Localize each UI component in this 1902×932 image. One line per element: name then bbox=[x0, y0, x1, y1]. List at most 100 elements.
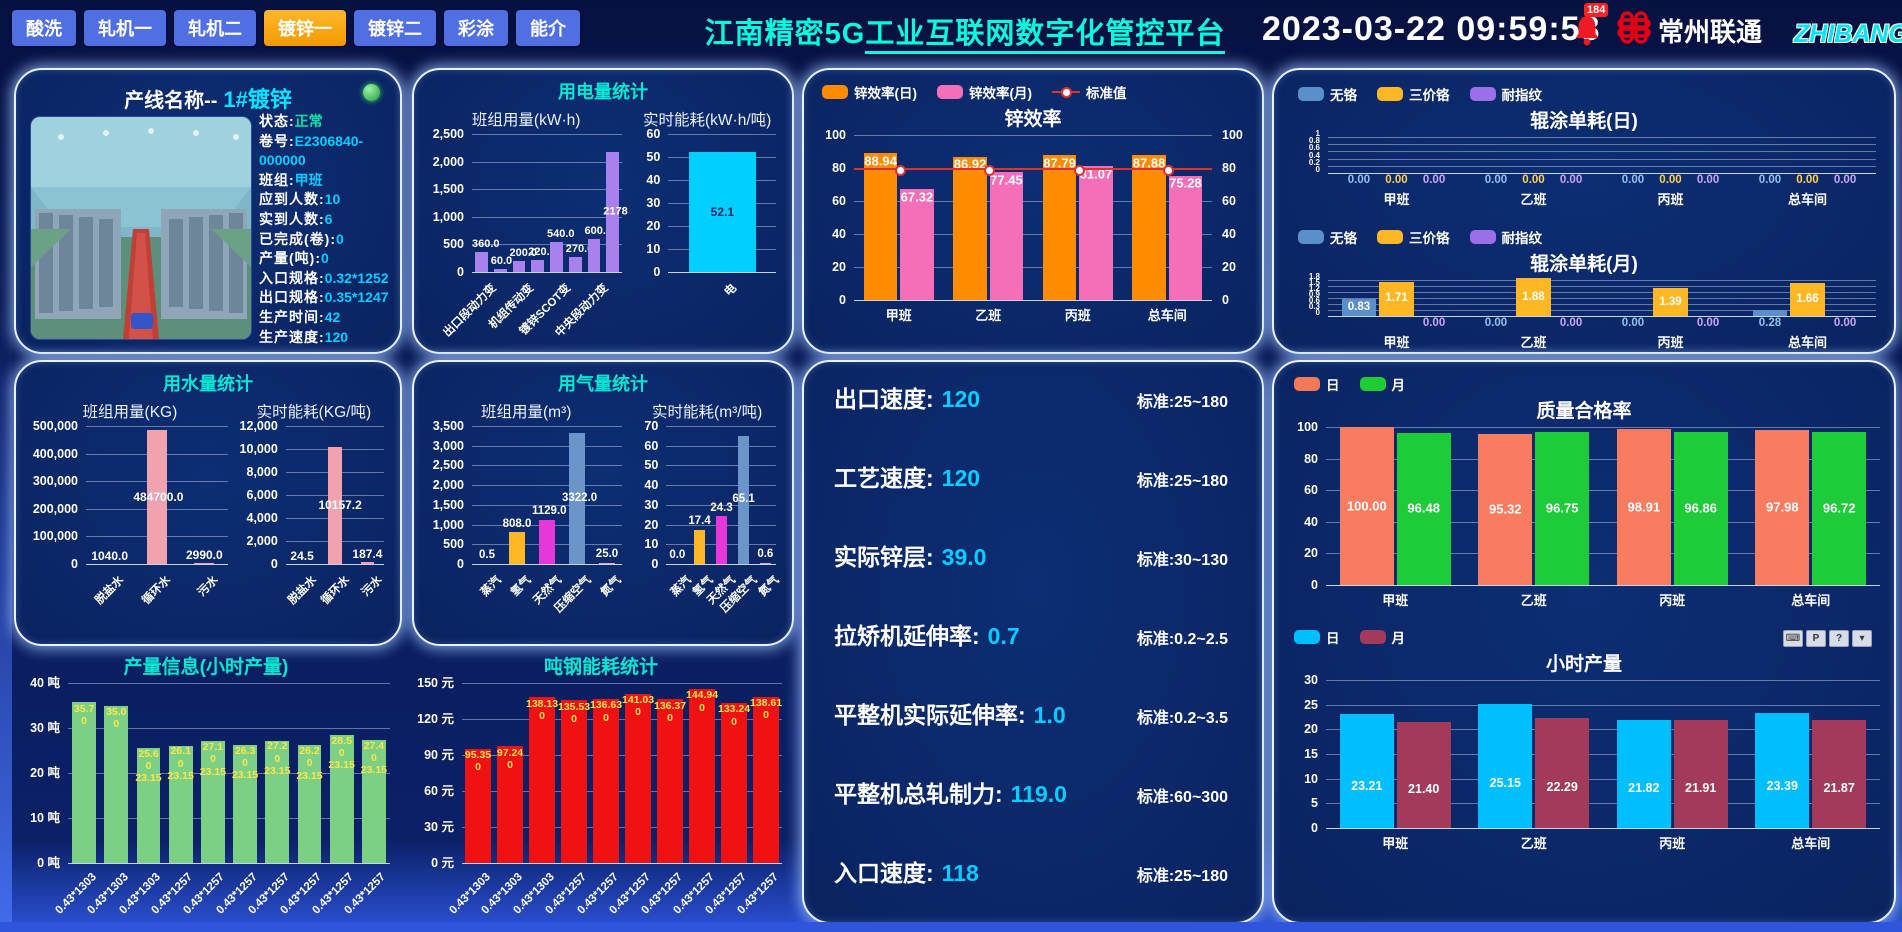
y-axis-tick: 1.8 bbox=[1308, 272, 1320, 281]
gridline bbox=[462, 719, 782, 720]
roller-coating-panel: 无铬 三价铬 耐指纹 辊涂单耗(日) 0.00 0.00 0.00 0.00 0.00 0.00 0… bbox=[1272, 68, 1896, 354]
gridline bbox=[1328, 298, 1876, 299]
plot-area: 1040.0 484700.0 2990.0 脱盐水 循环水 污水 500,000 400,0… bbox=[24, 419, 236, 626]
bar bbox=[656, 699, 684, 863]
legend-item[interactable]: 无铬 bbox=[1298, 227, 1357, 247]
info-value: 6 bbox=[324, 210, 333, 227]
legend-item[interactable]: 日 bbox=[1294, 627, 1340, 647]
info-row: 已完成(卷):0 bbox=[259, 230, 392, 250]
y-axis-tick: 0 bbox=[651, 557, 659, 571]
kpi-value: 39.0 bbox=[941, 544, 987, 570]
gridline bbox=[462, 683, 782, 684]
chart-subtitle: 班组用量(kW·h) bbox=[471, 112, 581, 129]
gridline bbox=[668, 272, 776, 273]
bar bbox=[989, 172, 1024, 300]
label-line: 0.28 bbox=[1758, 317, 1782, 329]
nav-tab-0[interactable]: 酸洗 bbox=[12, 10, 76, 46]
legend-item[interactable]: 日 bbox=[1294, 374, 1340, 394]
legend-item[interactable]: 耐指纹 bbox=[1469, 227, 1542, 247]
label-line: 0.0 bbox=[669, 549, 686, 562]
nav-tab-5[interactable]: 彩涂 bbox=[444, 10, 508, 46]
y-axis-tick: 30 吨 bbox=[30, 721, 60, 735]
water-realtime-chart: 实时能耗(KG/吨) 24.5 10157.2 187.4 脱盐水 循环水 污水 12,000… bbox=[236, 396, 392, 626]
nav-tab-2[interactable]: 轧机二 bbox=[174, 10, 256, 46]
legend-chip bbox=[822, 85, 848, 99]
standard-value-line bbox=[854, 168, 1212, 170]
kpi-row: 工艺速度: 120 标准:25~180 bbox=[834, 459, 1228, 493]
legend-item[interactable]: 标准值 bbox=[1052, 82, 1127, 102]
dropdown-arrows-icon[interactable]: ▾ bbox=[1852, 630, 1872, 647]
kpi-value: 1.0 bbox=[1033, 702, 1066, 728]
snapshot-icon[interactable]: P bbox=[1806, 630, 1826, 647]
gridline bbox=[1326, 754, 1880, 755]
bar bbox=[560, 700, 588, 863]
bar bbox=[327, 447, 342, 564]
gridline bbox=[1328, 137, 1876, 138]
label-line: 0.00 bbox=[1621, 174, 1645, 186]
nav-tab-6[interactable]: 能介 bbox=[516, 10, 580, 46]
keyboard-icon[interactable]: ⌨ bbox=[1783, 630, 1803, 647]
y-axis-tick: 10 bbox=[1304, 771, 1318, 786]
y-axis-tick: 1.2 bbox=[1308, 284, 1320, 293]
gridline bbox=[1326, 778, 1880, 780]
kpi-row: 平整机总轧制力: 119.0 标准:60~300 bbox=[834, 775, 1228, 809]
bar bbox=[200, 741, 225, 863]
gas-panel-title: 用气量统计 bbox=[558, 374, 648, 394]
gridline bbox=[1326, 828, 1880, 829]
bar-value-label: 17.4 bbox=[688, 515, 710, 529]
gridline bbox=[1328, 316, 1876, 317]
y-axis-tick-right: 20 bbox=[1222, 260, 1236, 274]
bar bbox=[1339, 713, 1394, 828]
legend-item[interactable]: 月 bbox=[1359, 374, 1405, 394]
y-axis-tick: 1 bbox=[1315, 129, 1320, 138]
legend-label: 标准值 bbox=[1086, 86, 1127, 101]
y-axis-tick: 10 bbox=[644, 537, 659, 552]
kpi-row: 出口速度: 120 标准:25~180 bbox=[834, 380, 1228, 414]
nav-tab-4[interactable]: 镀锌二 bbox=[354, 10, 436, 46]
gridline bbox=[854, 201, 1212, 202]
zinc-efficiency-chart: 锌效率(日) 锌效率(月) 标准值 锌效率 88.94 86.92 87.79 87.88 67… bbox=[804, 70, 1262, 323]
gridline bbox=[68, 863, 390, 864]
y-axis-tick: 0 bbox=[71, 557, 78, 571]
gridline bbox=[1328, 158, 1876, 160]
legend-item[interactable]: 耐指纹 bbox=[1469, 84, 1542, 104]
plot-area: 0.83 0.00 0.00 0.28 1.71 1.88 1.39 1.66 0.00 0.00… bbox=[1284, 273, 1884, 350]
legend-item[interactable]: 三价铬 bbox=[1377, 227, 1450, 247]
legend-item[interactable]: 月 bbox=[1359, 627, 1405, 647]
bar bbox=[863, 153, 898, 300]
bar bbox=[1341, 299, 1377, 316]
legend-item[interactable]: 无铬 bbox=[1298, 84, 1357, 104]
nav-tab-1[interactable]: 轧机一 bbox=[84, 10, 166, 46]
legend-item[interactable]: 三价铬 bbox=[1377, 84, 1450, 104]
chart-title: 产量信息(小时产量) bbox=[123, 657, 289, 678]
notification-bell[interactable]: 184 bbox=[1572, 3, 1609, 48]
y-axis-tick: 20 bbox=[1304, 546, 1318, 561]
y-axis-tick: 40 bbox=[646, 173, 661, 187]
y-axis-tick-right: 100 bbox=[1222, 128, 1243, 142]
legend-item[interactable]: 锌效率(日) bbox=[822, 82, 917, 102]
kpi-label: 平整机总轧制力: bbox=[834, 781, 1003, 807]
gridline bbox=[666, 426, 776, 427]
bar bbox=[1379, 281, 1414, 316]
y-axis-tick: 0 bbox=[270, 557, 278, 571]
kpi-label: 拉矫机延伸率: bbox=[834, 623, 980, 649]
help-icon[interactable]: ? bbox=[1829, 630, 1849, 647]
legend-chip bbox=[1359, 630, 1386, 644]
legend-item[interactable]: 锌效率(月) bbox=[937, 82, 1032, 102]
bar-value-label: 0.5 bbox=[472, 549, 502, 563]
y-axis-tick: 100 bbox=[825, 128, 846, 142]
label-line: 200.0 bbox=[509, 247, 538, 259]
bar-value-label: 0.00 bbox=[1331, 174, 1387, 188]
y-axis-tick: 0 bbox=[1315, 165, 1320, 174]
label-line: 0.00 bbox=[1559, 174, 1583, 186]
chart-title: 辊涂单耗(日) bbox=[1530, 111, 1638, 132]
bar bbox=[509, 532, 525, 564]
electricity-group-chart: 班组用量(kW·h) 360.0 60.0 200.0 220.0 540.0 270.0 6… bbox=[422, 104, 630, 339]
gridline bbox=[472, 426, 623, 427]
bar bbox=[1396, 432, 1451, 585]
water-charts: 班组用量(KG) 1040.0 484700.0 2990.0 脱盐水 循环水 污水 500,… bbox=[16, 396, 400, 626]
x-axis-tick: 丙班 bbox=[1657, 192, 1684, 207]
y-axis-tick: 500 bbox=[443, 537, 464, 552]
nav-tab-3[interactable]: 镀锌一 bbox=[264, 10, 346, 46]
plot-area: 0.5 808.0 1129.0 3322.0 25.0 蒸汽 氢气 天然气 压缩空气 氮气 3,5… bbox=[422, 419, 630, 626]
